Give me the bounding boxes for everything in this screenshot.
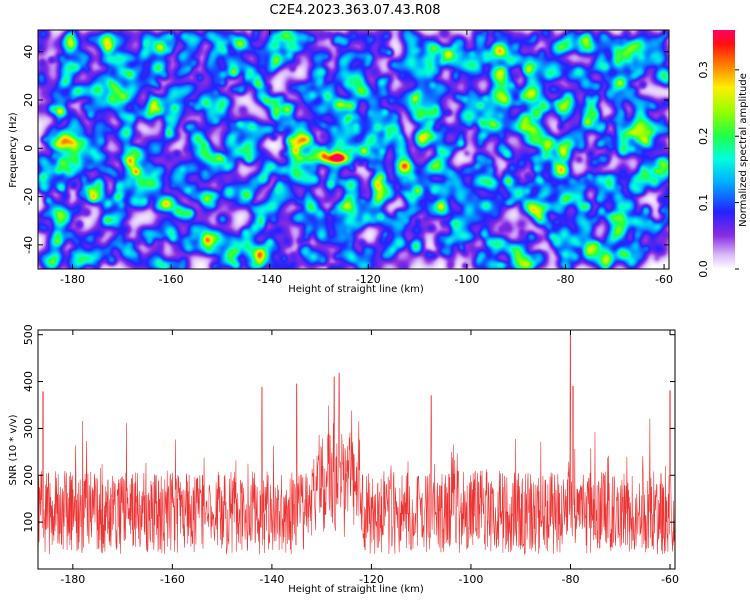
x-tick-label: -140 bbox=[257, 273, 282, 286]
y-tick-label: 300 bbox=[22, 418, 35, 439]
colorbar: 0.0 0.1 0.2 0.3 Normalized spectral amplitu… bbox=[697, 30, 749, 278]
y-tick-label: 200 bbox=[22, 465, 35, 486]
heatmap-y-ticks: -40 -20 0 20 40 bbox=[22, 45, 669, 254]
x-tick-label: -160 bbox=[159, 273, 184, 286]
colorbar-tick-label: 0.3 bbox=[697, 61, 710, 79]
colorbar-tick-label: 0.0 bbox=[697, 260, 710, 278]
y-tick-label: 400 bbox=[22, 371, 35, 392]
x-tick-label: -120 bbox=[359, 573, 384, 586]
colorbar-tick-label: 0.1 bbox=[697, 194, 710, 212]
colorbar-label: Normalized spectral amplitude bbox=[738, 73, 749, 227]
x-tick-label: -180 bbox=[60, 273, 85, 286]
heatmap-x-label: Height of straight line (km) bbox=[288, 284, 424, 295]
heatmap-frame bbox=[37, 29, 670, 270]
colorbar-gradient bbox=[713, 30, 735, 269]
y-tick-label: 100 bbox=[22, 512, 35, 533]
heatmap-y-label: Frequency (Hz) bbox=[8, 112, 19, 188]
x-tick-label: -120 bbox=[356, 273, 381, 286]
x-tick-label: -80 bbox=[556, 273, 574, 286]
x-tick-label: -140 bbox=[259, 573, 284, 586]
snr-x-label: Height of straight line (km) bbox=[288, 584, 424, 595]
y-tick-label: -20 bbox=[22, 188, 35, 206]
figure-title: C2E4.2023.363.07.43.R08 bbox=[269, 3, 440, 18]
colorbar-ticks: 0.0 0.1 0.2 0.3 bbox=[697, 61, 739, 278]
y-tick-label: -40 bbox=[22, 236, 35, 254]
x-tick-label: -160 bbox=[160, 573, 185, 586]
heatmap-panel: -180 -160 -140 -120 -100 -80 -60 -40 -20 0 20 40 H… bbox=[8, 29, 673, 295]
x-tick-label: -80 bbox=[562, 573, 580, 586]
x-tick-label: -100 bbox=[454, 273, 479, 286]
snr-x-ticks: -180 -160 -140 -120 -100 -80 -60 bbox=[60, 330, 679, 586]
x-tick-label: -60 bbox=[661, 573, 679, 586]
heatmap-x-ticks: -180 -160 -140 -120 -100 -80 -60 bbox=[60, 30, 673, 286]
y-tick-label: 0 bbox=[22, 145, 35, 152]
snr-series-line bbox=[38, 330, 675, 555]
x-tick-label: -60 bbox=[655, 273, 673, 286]
y-tick-label: 40 bbox=[22, 45, 35, 59]
x-tick-label: -180 bbox=[60, 573, 85, 586]
x-tick-label: -100 bbox=[458, 573, 483, 586]
snr-panel: -180 -160 -140 -120 -100 -80 -60 100 200 300 400 5… bbox=[8, 324, 679, 595]
colorbar-tick-label: 0.2 bbox=[697, 127, 710, 145]
y-tick-label: 500 bbox=[22, 324, 35, 345]
snr-y-label: SNR (10 * v/v) bbox=[8, 414, 19, 485]
snr-y-ticks: 100 200 300 400 500 bbox=[22, 324, 675, 533]
y-tick-label: 20 bbox=[22, 93, 35, 107]
snr-frame bbox=[37, 329, 676, 570]
